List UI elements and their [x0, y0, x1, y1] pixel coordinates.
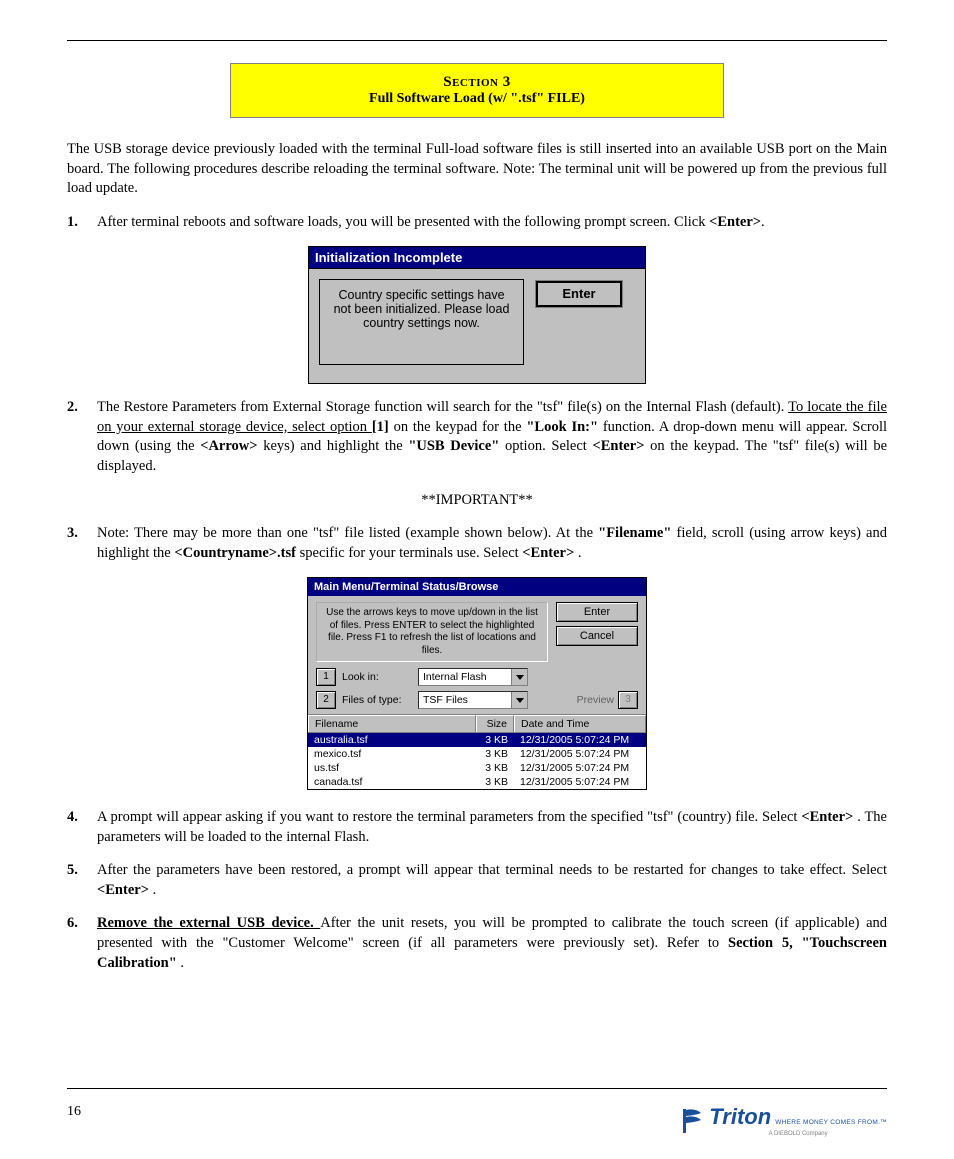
page-number: 16 [67, 1104, 81, 1120]
intro-paragraph: The USB storage device previously loaded… [67, 140, 887, 199]
important-label-text: **IMPORTANT** [421, 492, 533, 508]
step-3-text-a: Note: There may be more than one "tsf" f… [97, 525, 598, 541]
step-1-enter: <Enter> [705, 214, 761, 230]
step-1-number: 1. [67, 213, 78, 233]
dialog2-button-2[interactable]: 2 [316, 691, 336, 709]
step-3: 3. Note: There may be more than one "tsf… [67, 524, 887, 563]
step-2-arrow: <Arrow> [200, 438, 257, 454]
step-2-lookin: "Look In:" [526, 419, 598, 435]
dialog1-enter-button[interactable]: Enter [536, 281, 622, 307]
step-4-number: 4. [67, 808, 78, 828]
dialog2-cancel-button[interactable]: Cancel [556, 626, 638, 646]
step-2-text-f: option. Select [505, 438, 592, 454]
file-table: Filename Size Date and Time australia.ts… [308, 714, 646, 789]
step-5-text-a: After the parameters have been restored,… [97, 862, 887, 878]
top-rule [67, 40, 887, 41]
step-1-text-a: After terminal reboots and software load… [97, 214, 705, 230]
dialog-browse: Main Menu/Terminal Status/Browse Use the… [307, 577, 647, 790]
cell-filename: canada.tsf [308, 775, 476, 789]
cell-date: 12/31/2005 5:07:24 PM [514, 733, 646, 747]
step-6-header: Remove the external USB device. [97, 915, 320, 931]
step-3-countryfile: <Countryname>.tsf [174, 545, 296, 561]
cell-date: 12/31/2005 5:07:24 PM [514, 761, 646, 775]
table-row[interactable]: mexico.tsf3 KB12/31/2005 5:07:24 PM [308, 747, 646, 761]
step-3-number: 3. [67, 524, 78, 544]
cell-date: 12/31/2005 5:07:24 PM [514, 747, 646, 761]
step-1-text-b: . [761, 214, 765, 230]
logo-text: Triton [709, 1104, 771, 1130]
dialog2-enter-button[interactable]: Enter [556, 602, 638, 622]
cell-filename: australia.tsf [308, 733, 476, 747]
cell-size: 3 KB [476, 747, 514, 761]
step-3-text-d: specific for your terminals use. Select [300, 545, 523, 561]
step-2-text-c: on the keypad for the [394, 419, 527, 435]
step-6-number: 6. [67, 914, 78, 934]
table-row[interactable]: australia.tsf3 KB12/31/2005 5:07:24 PM [308, 733, 646, 747]
dialog-initialization-incomplete: Initialization Incomplete Country specif… [308, 246, 646, 384]
step-2-usb: "USB Device" [408, 438, 499, 454]
step-2: 2. The Restore Parameters from External … [67, 398, 887, 476]
files-type-combo[interactable]: TSF Files [418, 691, 528, 709]
flag-icon [679, 1107, 703, 1135]
step-4-text-a: A prompt will appear asking if you want … [97, 809, 801, 825]
step-5-text-b: . [153, 882, 157, 898]
step-2-enter: <Enter> [592, 438, 644, 454]
cell-filename: us.tsf [308, 761, 476, 775]
step-5: 5. After the parameters have been restor… [67, 861, 887, 900]
files-type-value: TSF Files [419, 694, 511, 706]
step-2-text-a: The Restore Parameters from External Sto… [97, 399, 788, 415]
cell-date: 12/31/2005 5:07:24 PM [514, 775, 646, 789]
step-5-number: 5. [67, 861, 78, 881]
table-row[interactable]: us.tsf3 KB12/31/2005 5:07:24 PM [308, 761, 646, 775]
table-row[interactable]: canada.tsf3 KB12/31/2005 5:07:24 PM [308, 775, 646, 789]
step-4: 4. A prompt will appear asking if you wa… [67, 808, 887, 847]
col-date: Date and Time [514, 715, 646, 732]
step-6: 6. Remove the external USB device. After… [67, 914, 887, 973]
section-header: Section 3 Full Software Load (w/ ".tsf" … [230, 63, 724, 118]
look-in-label: Look in: [342, 671, 412, 683]
dialog2-title: Main Menu/Terminal Status/Browse [308, 578, 646, 596]
chevron-down-icon[interactable] [511, 692, 527, 708]
step-2-text-e: keys) and highlight the [263, 438, 408, 454]
step-3-text-e: . [578, 545, 582, 561]
dialog1-title: Initialization Incomplete [309, 247, 645, 269]
step-4-enter: <Enter> [801, 809, 853, 825]
step-6-text-c: . [180, 955, 184, 971]
col-size: Size [476, 715, 514, 732]
dialog1-message: Country specific settings have not been … [319, 279, 524, 365]
preview-label: Preview [577, 694, 614, 706]
triton-logo: Triton WHERE MONEY COMES FROM.™ A DIEBOL… [679, 1104, 887, 1137]
look-in-value: Internal Flash [419, 671, 511, 683]
dialog2-button-1[interactable]: 1 [316, 668, 336, 686]
cell-filename: mexico.tsf [308, 747, 476, 761]
files-type-label: Files of type: [342, 694, 412, 706]
important-label: **IMPORTANT** [67, 491, 887, 511]
bottom-rule [67, 1088, 887, 1089]
step-5-enter: <Enter> [97, 882, 149, 898]
look-in-combo[interactable]: Internal Flash [418, 668, 528, 686]
cell-size: 3 KB [476, 775, 514, 789]
col-filename: Filename [308, 715, 476, 732]
dialog1-message-text: Country specific settings have not been … [330, 288, 513, 330]
section-header-line2: Full Software Load (w/ ".tsf" FILE) [239, 91, 715, 107]
cell-size: 3 KB [476, 733, 514, 747]
logo-tagline: WHERE MONEY COMES FROM.™ [775, 1119, 887, 1126]
step-3-enter: <Enter> [522, 545, 574, 561]
step-3-filename: "Filename" [598, 525, 671, 541]
step-1: 1. After terminal reboots and software l… [67, 213, 887, 233]
dialog2-instructions: Use the arrows keys to move up/down in t… [316, 602, 548, 662]
step-2-num1: [1] [372, 419, 389, 435]
section-header-line1: Section 3 [239, 74, 715, 91]
cell-size: 3 KB [476, 761, 514, 775]
chevron-down-icon[interactable] [511, 669, 527, 685]
file-table-header: Filename Size Date and Time [308, 715, 646, 733]
dialog2-button-3[interactable]: 3 [618, 691, 638, 709]
step-2-number: 2. [67, 398, 78, 418]
logo-subtext: A DIEBOLD Company [709, 1131, 887, 1137]
